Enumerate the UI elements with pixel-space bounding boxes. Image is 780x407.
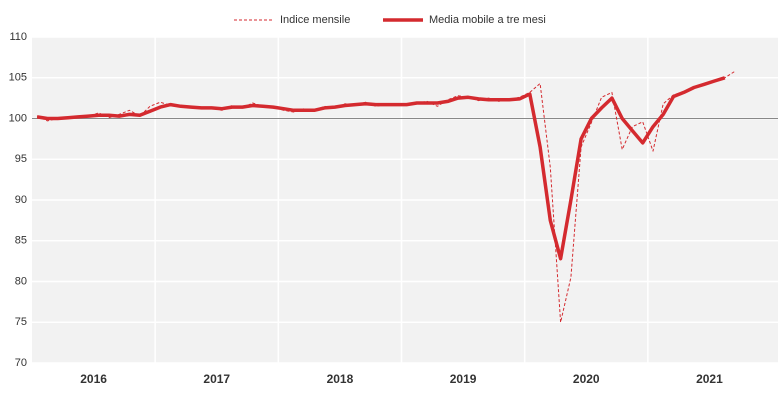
- x-tick-label: 2018: [327, 372, 354, 386]
- y-tick-label: 80: [15, 275, 27, 287]
- y-tick-label: 95: [15, 153, 27, 165]
- y-tick-label: 100: [9, 112, 27, 124]
- legend-label: Media mobile a tre mesi: [429, 14, 546, 26]
- y-tick-label: 75: [15, 316, 27, 328]
- y-tick-label: 110: [9, 31, 27, 43]
- y-tick-label: 90: [15, 194, 27, 206]
- x-tick-label: 2017: [203, 372, 230, 386]
- x-tick-label: 2016: [80, 372, 107, 386]
- legend-label: Indice mensile: [280, 14, 350, 26]
- y-tick-label: 85: [15, 235, 27, 247]
- series-line: [36, 76, 726, 261]
- x-tick-label: 2019: [450, 372, 477, 386]
- y-tick-label: 105: [9, 72, 27, 84]
- series-line: [36, 70, 736, 323]
- y-tick-label: 70: [15, 357, 27, 369]
- x-tick-label: 2020: [573, 372, 600, 386]
- x-tick-label: 2021: [696, 372, 723, 386]
